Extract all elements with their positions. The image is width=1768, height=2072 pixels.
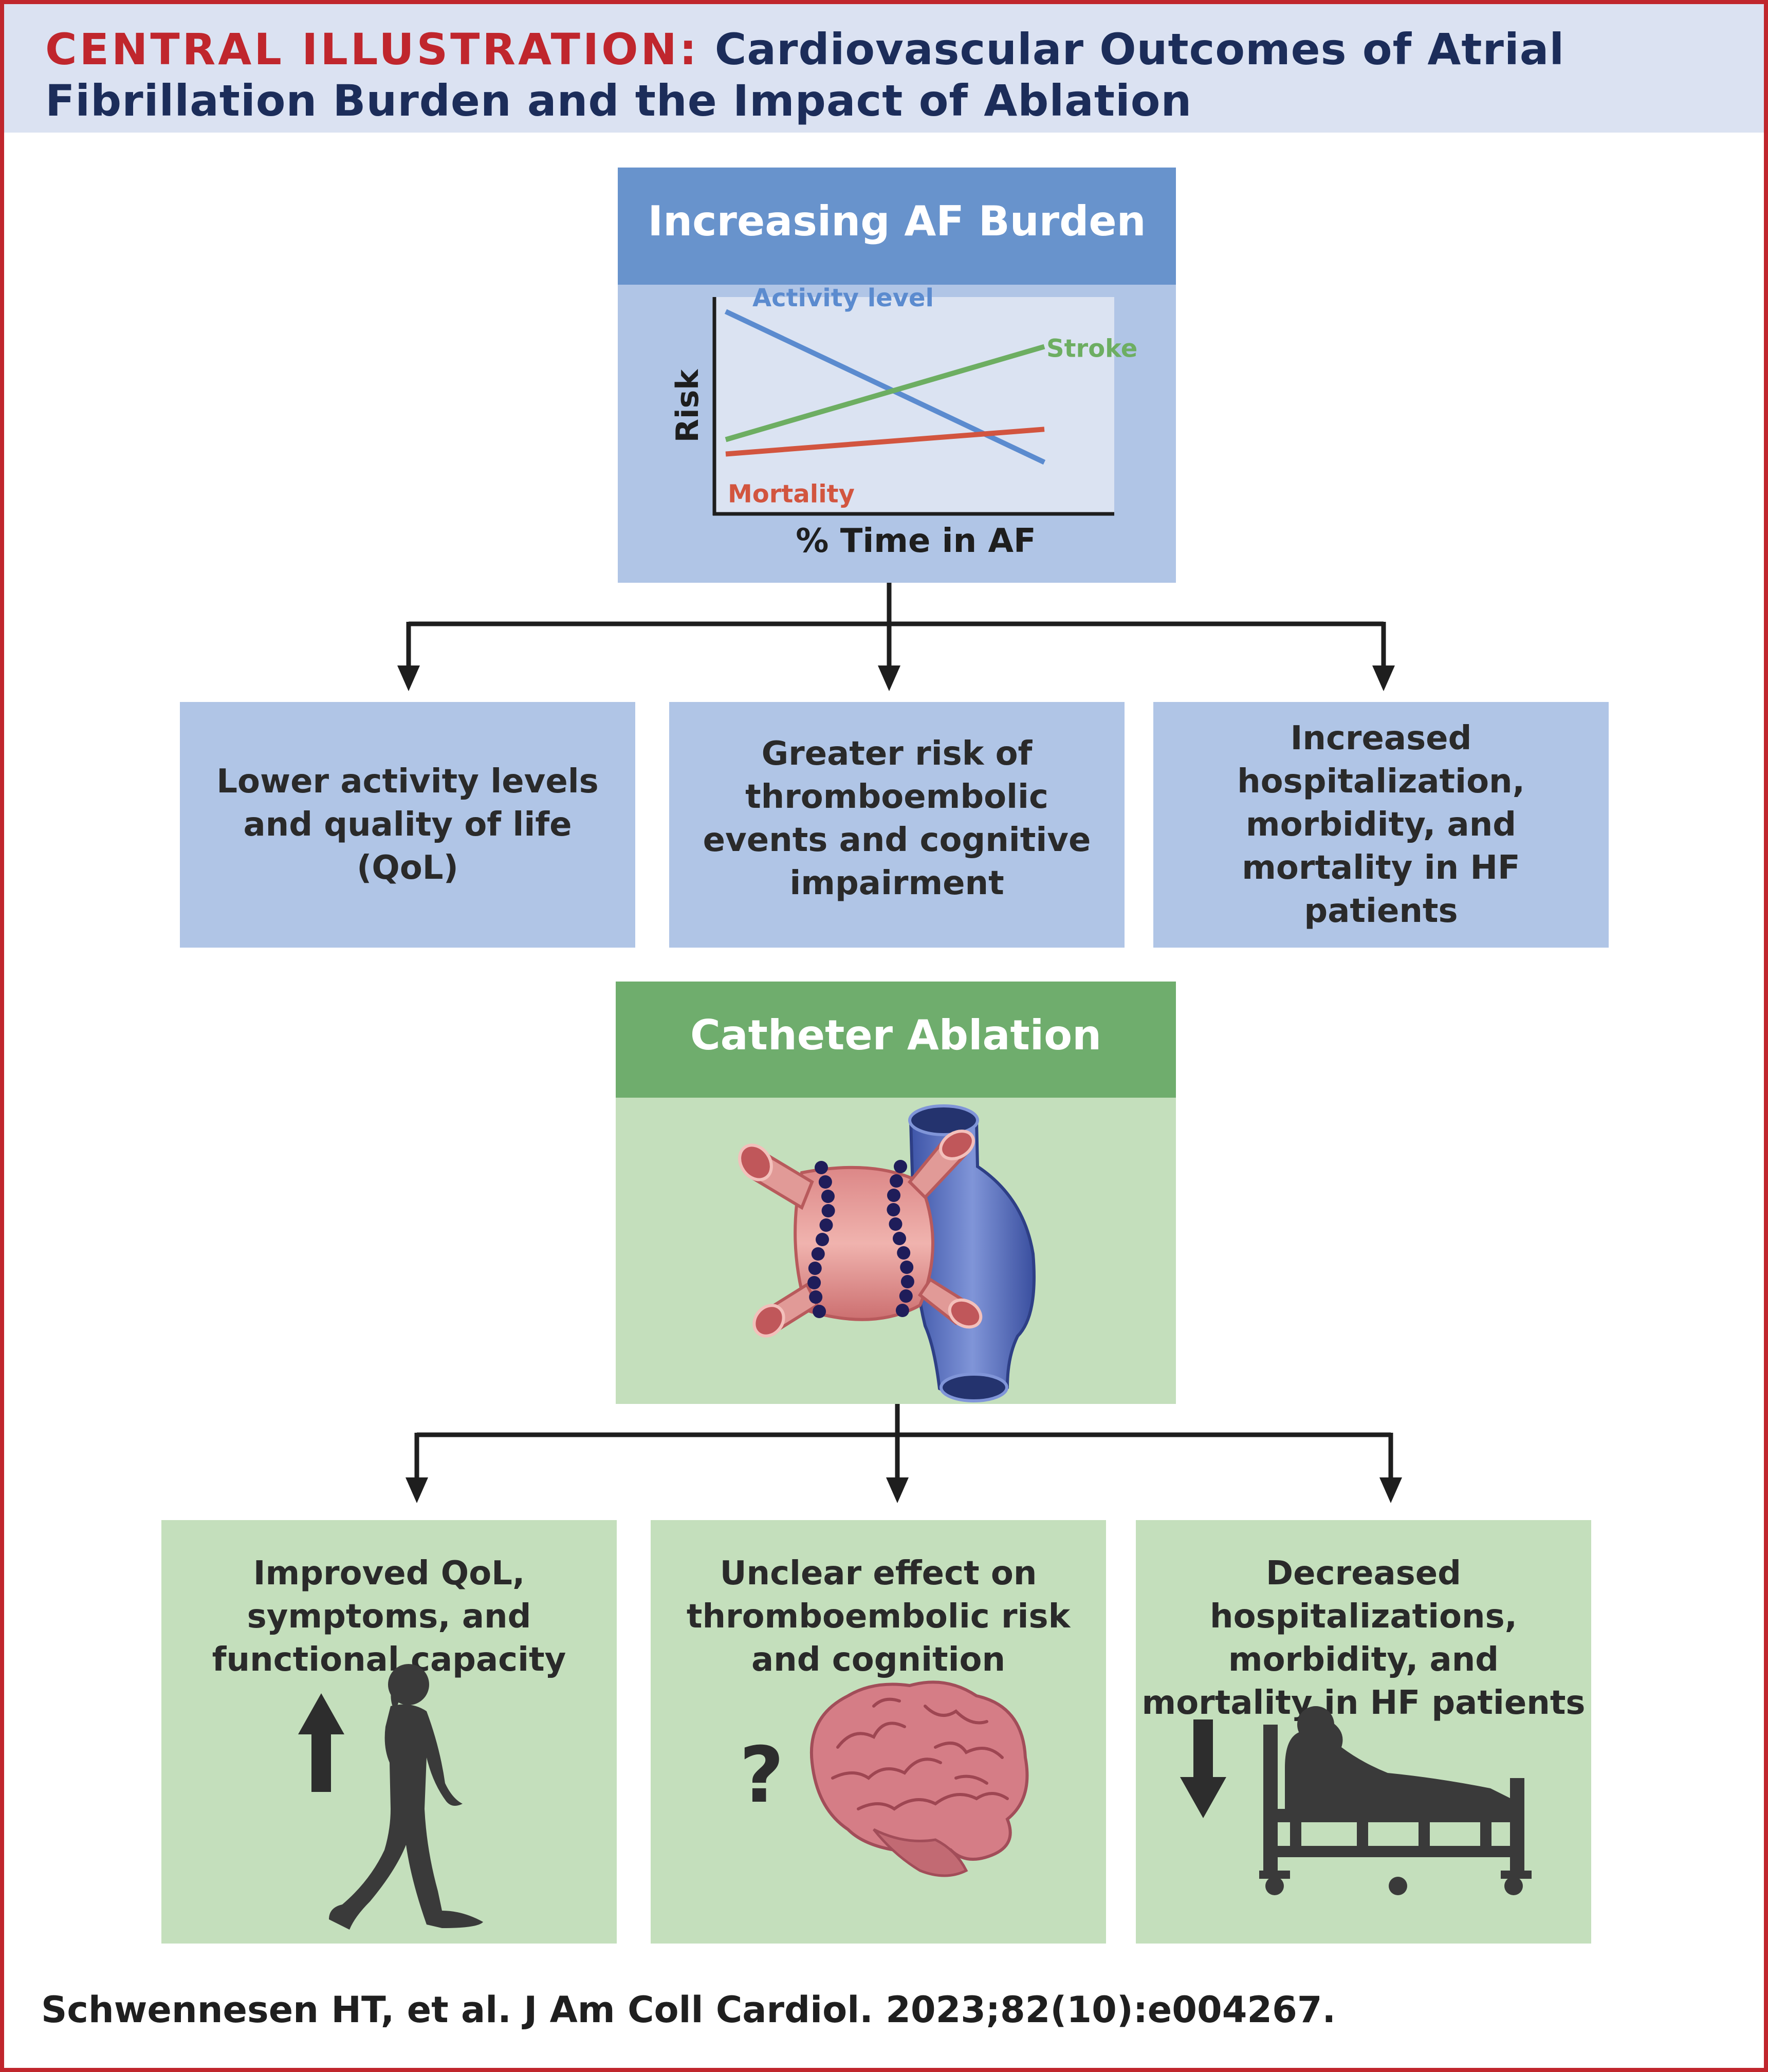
arrow-down-icon: [878, 665, 900, 691]
lesion-dot: [815, 1161, 828, 1174]
af-burden-title: Increasing AF Burden: [648, 197, 1146, 245]
citation: Schwennesen HT, et al. J Am Coll Cardiol…: [41, 1989, 1336, 2031]
series-label-activity-level: Activity level: [752, 284, 934, 312]
lesion-dot: [899, 1289, 913, 1303]
ablation-title: Catheter Ablation: [690, 1011, 1102, 1059]
figure-title: Cardiovascular Outcomes of Atrial Fibril…: [45, 24, 1565, 126]
outcome-thromboembolic-risk: Greater risk of thromboembolic events an…: [669, 702, 1125, 948]
figure-header: CENTRAL ILLUSTRATION: Cardiovascular Out…: [4, 4, 1764, 133]
lesion-dot: [821, 1204, 835, 1217]
series-label-mortality: Mortality: [728, 480, 855, 509]
series-line-stroke: [725, 344, 1045, 442]
arrow-down-icon: [1379, 1477, 1402, 1503]
arrow-down-icon: [1180, 1719, 1226, 1818]
lesion-dot: [808, 1262, 822, 1275]
outcome-lower-activity: Lower activity levels and quality of lif…: [180, 702, 635, 948]
lesion-dot: [890, 1174, 904, 1188]
walking-person-icon: [329, 1664, 483, 1930]
arrow-down-icon: [406, 1477, 428, 1503]
outcome-text: Greater risk of thromboembolic events an…: [703, 735, 1091, 902]
brain-icon: [809, 1680, 1029, 1877]
lesion-dot: [900, 1261, 914, 1274]
lesion-dot: [813, 1305, 826, 1318]
arrow-up-icon: [298, 1693, 344, 1792]
lesion-dot: [809, 1290, 823, 1304]
lesion-dot: [818, 1175, 832, 1189]
chart-x-axis-label: % Time in AF: [796, 522, 1036, 560]
outcome-text: Lower activity levels and quality of lif…: [216, 763, 599, 887]
arrow-down-icon: [397, 665, 420, 691]
lesion-dot: [887, 1189, 900, 1202]
outcome-text: Decreased hospitalizations, morbidity, a…: [1141, 1555, 1586, 1722]
outcome-hospitalization: Increased hospitalization, morbidity, an…: [1153, 702, 1609, 948]
lesion-dot: [894, 1160, 907, 1173]
lesion-dot: [807, 1276, 821, 1289]
outcome-decreased-hospitalizations: Decreased hospitalizations, morbidity, a…: [1136, 1520, 1591, 1944]
chart-y-axis-label: Risk: [670, 368, 706, 442]
lesion-dot: [897, 1246, 911, 1260]
series-line-activity-level: [724, 309, 1046, 465]
af-burden-header: Increasing AF Burden: [618, 168, 1176, 285]
series-label-stroke: Stroke: [1046, 335, 1137, 363]
header-text: CENTRAL ILLUSTRATION: Cardiovascular Out…: [45, 24, 1741, 126]
outcome-text: Improved QoL, symptoms, and functional c…: [212, 1555, 566, 1679]
question-mark: ?: [739, 1731, 784, 1820]
arrow-down-icon: [886, 1477, 909, 1503]
central-illustration-label: CENTRAL ILLUSTRATION:: [45, 24, 699, 75]
lesion-dot: [895, 1304, 909, 1317]
lesion-dot: [900, 1275, 914, 1288]
chart-plot-area: [714, 297, 1114, 514]
lesion-dot: [887, 1203, 900, 1216]
series-line-mortality: [725, 427, 1045, 457]
lesion-dot: [819, 1218, 833, 1232]
lesion-dot: [816, 1233, 829, 1246]
arrow-down-icon: [1372, 665, 1395, 691]
ablation-header: Catheter Ablation: [616, 982, 1176, 1098]
hospital-bed-icon: [1259, 1706, 1532, 1895]
lesion-dot: [811, 1247, 825, 1261]
lesion-dot: [889, 1217, 903, 1231]
outcome-text: Increased hospitalization, morbidity, an…: [1237, 719, 1525, 930]
outcome-text: Unclear effect on thromboembolic risk an…: [686, 1555, 1071, 1679]
lesion-dot: [893, 1232, 906, 1245]
lesion-dot: [821, 1190, 835, 1203]
